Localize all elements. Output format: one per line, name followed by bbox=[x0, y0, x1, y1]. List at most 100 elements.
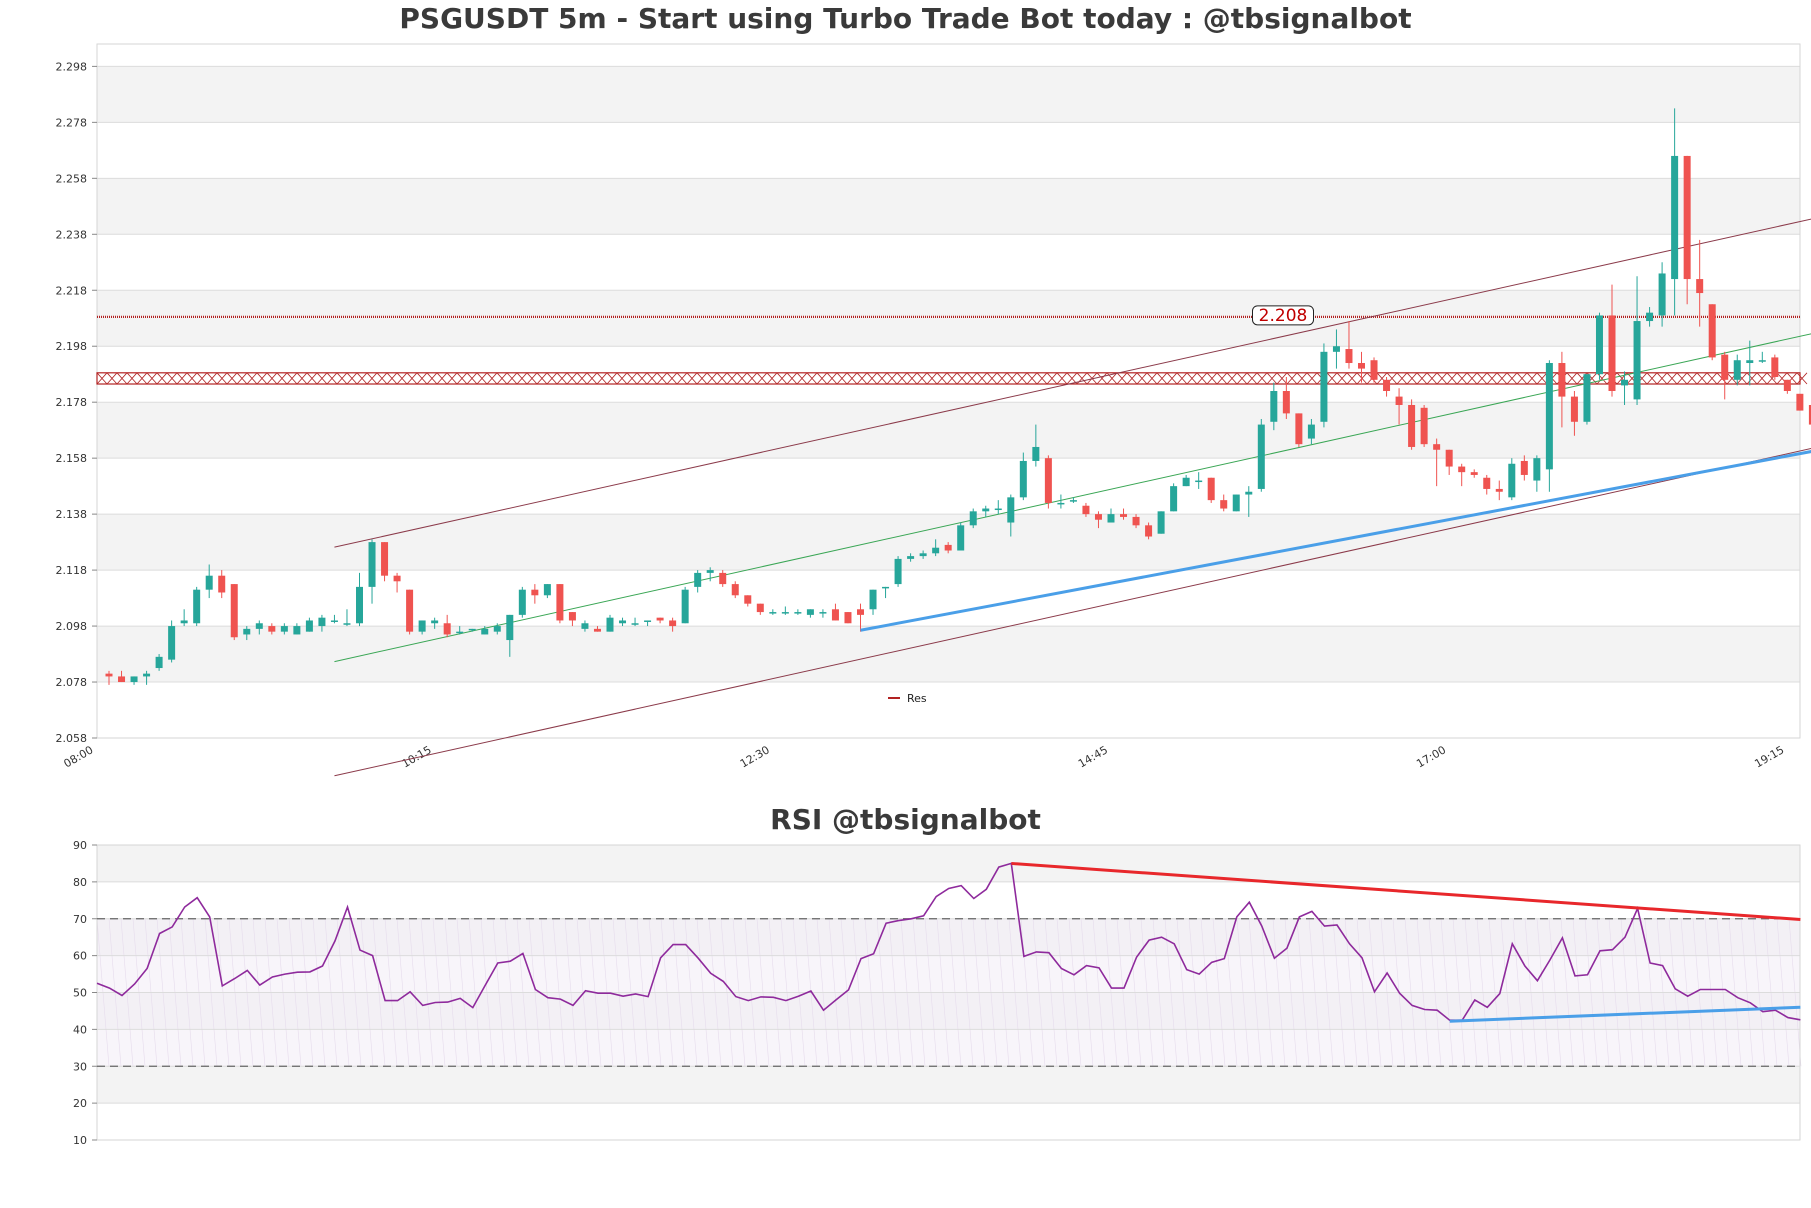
candle-body bbox=[994, 508, 1002, 511]
candle-body bbox=[1520, 460, 1528, 475]
candle-body bbox=[1808, 404, 1811, 425]
resistance-zone-hatch bbox=[1566, 372, 1578, 385]
resistance-zone-hatch bbox=[986, 372, 998, 385]
candle-body bbox=[1207, 477, 1215, 501]
resistance-zone-hatch bbox=[576, 372, 588, 385]
resistance-zone-hatch bbox=[786, 372, 798, 385]
resistance-zone-hatch bbox=[586, 372, 598, 385]
candle-body bbox=[932, 547, 940, 554]
resistance-zone-hatch bbox=[976, 372, 988, 385]
resistance-zone-hatch bbox=[566, 372, 578, 385]
candle-body bbox=[1433, 444, 1441, 450]
resistance-zone-hatch bbox=[1226, 372, 1238, 385]
price-y-tick-label: 2.138 bbox=[56, 508, 88, 521]
candle-body bbox=[1395, 396, 1403, 405]
resistance-zone-hatch bbox=[626, 372, 638, 385]
candle-body bbox=[1408, 404, 1416, 447]
resistance-zone bbox=[96, 372, 1801, 385]
candle-body bbox=[1621, 379, 1629, 386]
candle-body bbox=[1771, 357, 1779, 378]
price-y-tick-label: 2.238 bbox=[56, 228, 88, 241]
resistance-zone-hatch bbox=[1346, 372, 1358, 385]
candle-body bbox=[1345, 349, 1353, 364]
resistance-zone-hatch bbox=[1016, 372, 1028, 385]
resistance-zone-hatch bbox=[1166, 372, 1178, 385]
candle-body bbox=[1019, 460, 1027, 498]
resistance-zone-hatch bbox=[676, 372, 688, 385]
resistance-zone-hatch bbox=[1056, 372, 1068, 385]
candle-body bbox=[581, 623, 589, 629]
candle-body bbox=[1170, 486, 1178, 512]
candle-body bbox=[406, 589, 414, 632]
candle-body bbox=[556, 584, 564, 621]
candle-body bbox=[318, 617, 326, 627]
candle-body bbox=[193, 589, 201, 624]
resistance-zone-hatch bbox=[556, 372, 568, 385]
resistance-zone-hatch bbox=[1146, 372, 1158, 385]
candle-body bbox=[1120, 514, 1128, 517]
rsi-y-tick-label: 40 bbox=[73, 1023, 87, 1036]
candle-body bbox=[831, 609, 839, 621]
candle-body bbox=[268, 626, 276, 632]
resistance-zone-hatch bbox=[536, 372, 548, 385]
resistance-zone-hatch bbox=[606, 372, 618, 385]
resistance-zone-hatch bbox=[1176, 372, 1188, 385]
candle-body bbox=[694, 572, 702, 587]
candle-body bbox=[669, 620, 677, 627]
candle-body bbox=[1094, 514, 1102, 520]
candle-body bbox=[844, 612, 852, 624]
resistance-zone-hatch bbox=[1796, 372, 1808, 385]
candle-body bbox=[1082, 505, 1090, 515]
resistance-zone-hatch bbox=[236, 372, 248, 385]
resistance-zone-hatch bbox=[1466, 372, 1478, 385]
candle-body bbox=[506, 614, 514, 641]
rsi-support-trendline bbox=[1449, 1005, 1801, 1023]
rsi-y-tick-label: 90 bbox=[73, 839, 87, 852]
candle-body bbox=[143, 673, 151, 677]
candle-body bbox=[1282, 391, 1290, 414]
resistance-zone-hatch bbox=[136, 372, 148, 385]
resistance-zone-hatch bbox=[866, 372, 878, 385]
resistance-zone-hatch bbox=[1526, 372, 1538, 385]
candle-body bbox=[1145, 525, 1153, 537]
price-y-tick-label: 2.258 bbox=[56, 172, 88, 185]
resistance-zone-hatch bbox=[1426, 372, 1438, 385]
resistance-zone-hatch bbox=[996, 372, 1008, 385]
resistance-zone-hatch bbox=[106, 372, 118, 385]
price-plot-frame bbox=[96, 43, 1801, 739]
resistance-zone-hatch bbox=[426, 372, 438, 385]
candle-body bbox=[644, 620, 652, 622]
resistance-zone-hatch bbox=[1136, 372, 1148, 385]
rsi-y-tick-label: 30 bbox=[73, 1060, 87, 1073]
price-y-tick-label: 2.298 bbox=[56, 60, 88, 73]
candle-body bbox=[957, 525, 965, 551]
candle-body bbox=[606, 617, 614, 632]
rsi-y-tick-label: 20 bbox=[73, 1097, 87, 1110]
candle-body bbox=[568, 612, 576, 621]
resistance-zone-hatch bbox=[1116, 372, 1128, 385]
resistance-zone-hatch bbox=[1666, 372, 1678, 385]
resistance-zone-hatch bbox=[1046, 372, 1058, 385]
resistance-zone-hatch bbox=[756, 372, 768, 385]
resistance-zone-hatch bbox=[146, 372, 158, 385]
resistance-zone-hatch bbox=[516, 372, 528, 385]
candle-body bbox=[1332, 346, 1340, 352]
candle-body bbox=[518, 589, 526, 615]
resistance-zone-hatch bbox=[1026, 372, 1038, 385]
resistance-zone-hatch bbox=[666, 372, 678, 385]
resistance-zone-hatch bbox=[936, 372, 948, 385]
channel-upper-line bbox=[334, 218, 1811, 548]
resistance-zone-hatch bbox=[526, 372, 538, 385]
candle-body bbox=[1646, 312, 1654, 322]
rsi-title: RSI @tbsignalbot bbox=[770, 803, 1041, 836]
resistance-zone-hatch bbox=[1646, 372, 1658, 385]
candle-body bbox=[1658, 273, 1666, 316]
resistance-zone-hatch bbox=[1306, 372, 1318, 385]
resistance-zone-hatch bbox=[386, 372, 398, 385]
candle-body bbox=[1420, 407, 1428, 445]
resistance-zone-hatch bbox=[1746, 372, 1758, 385]
resistance-zone-hatch bbox=[1406, 372, 1418, 385]
candle-body bbox=[1157, 511, 1165, 534]
candle-body bbox=[168, 626, 176, 660]
